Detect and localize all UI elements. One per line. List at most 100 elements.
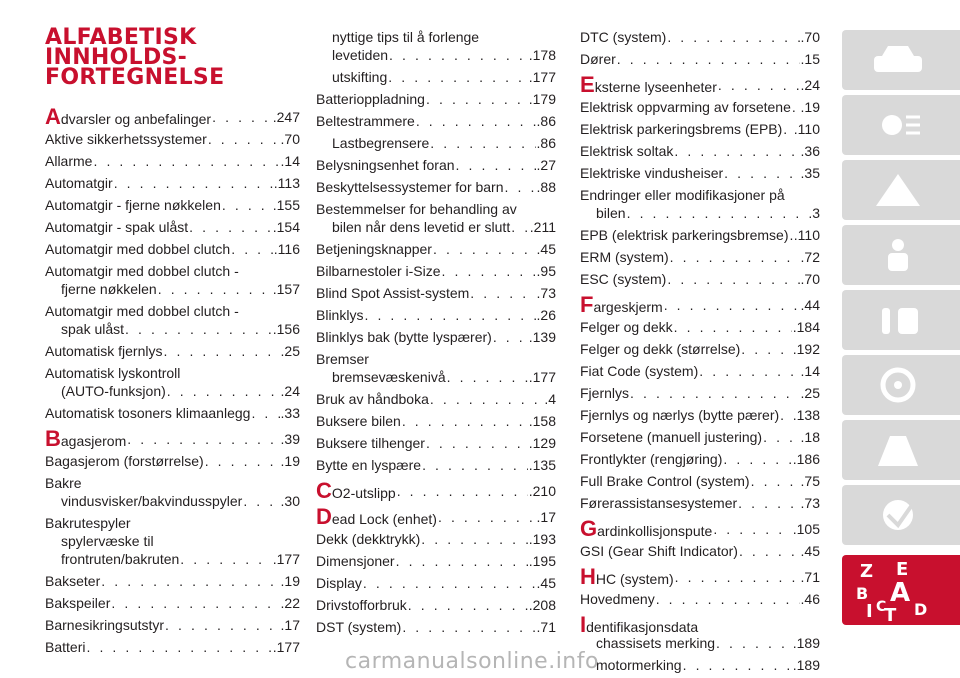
index-entry[interactable]: Automatisk tosoners klimaanlegg .33 bbox=[45, 404, 300, 422]
index-entry[interactable]: Elektrisk parkeringsbrems (EPB) .110 bbox=[580, 120, 820, 138]
index-entry[interactable]: Automatgir med dobbel clutch - bbox=[45, 262, 239, 280]
index-entry[interactable]: Beltestrammere .86 bbox=[316, 112, 556, 130]
index-entry[interactable]: Blind Spot Assist-system .73 bbox=[316, 284, 556, 302]
index-entry[interactable]: motormerking .189 bbox=[596, 656, 820, 674]
index-entry[interactable]: utskifting .177 bbox=[332, 68, 556, 86]
tab-lights-icon[interactable] bbox=[842, 95, 960, 155]
index-entry[interactable]: spak ulåst .156 bbox=[61, 320, 300, 338]
index-entry[interactable]: Automatgir med dobbel clutch - bbox=[45, 302, 239, 320]
index-entry[interactable]: Display .45 bbox=[316, 574, 556, 592]
index-entry[interactable]: Beskyttelsessystemer for barn .88 bbox=[316, 178, 556, 196]
index-entry[interactable]: GSI (Gear Shift Indicator) .45 bbox=[580, 542, 820, 560]
index-entry[interactable]: DST (system) .71 bbox=[316, 618, 556, 636]
page-number: .211 bbox=[529, 219, 556, 235]
index-entry[interactable]: Automatgir med dobbel clutch .116 bbox=[45, 240, 300, 258]
index-entry[interactable]: vindusvisker/bakvindusspyler .30 bbox=[61, 492, 300, 510]
index-entry[interactable]: levetiden .178 bbox=[332, 46, 556, 64]
page-number: .4 bbox=[544, 391, 556, 407]
index-entry[interactable]: Lastbegrensere .86 bbox=[332, 134, 556, 152]
index-entry[interactable]: Belysningsenhet foran .27 bbox=[316, 156, 556, 174]
index-entry[interactable]: Bakrutespyler bbox=[45, 514, 131, 532]
index-entry[interactable]: Elektrisk soltak .36 bbox=[580, 142, 820, 160]
index-entry[interactable]: Felger og dekk (størrelse) .192 bbox=[580, 340, 820, 358]
index-entry[interactable]: Bilbarnestoler i-Size .95 bbox=[316, 262, 556, 280]
index-entry[interactable]: Elektrisk oppvarming av forsetene .19 bbox=[580, 98, 820, 116]
index-entry[interactable]: Bakspeiler .22 bbox=[45, 594, 300, 612]
index-entry[interactable]: Batteri .177 bbox=[45, 638, 300, 656]
index-entry[interactable]: Bruk av håndboka .4 bbox=[316, 390, 556, 408]
index-entry[interactable]: DTC (system) .70 bbox=[580, 28, 820, 46]
index-entry[interactable]: nyttige tips til å forlenge bbox=[332, 28, 479, 46]
index-entry[interactable]: Betjeningsknapper .45 bbox=[316, 240, 556, 258]
index-entry[interactable]: Fargeskjerm .44 bbox=[580, 292, 820, 317]
index-entry[interactable]: Hovedmeny .46 bbox=[580, 590, 820, 608]
index-entry[interactable]: Allarme .14 bbox=[45, 152, 300, 170]
index-entry[interactable]: Bestemmelser for behandling av bbox=[316, 200, 517, 218]
index-entry[interactable]: bremsevæskenivå .177 bbox=[332, 368, 556, 386]
index-entry[interactable]: Drivstofforbruk .208 bbox=[316, 596, 556, 614]
index-entry[interactable]: Dimensjoner .195 bbox=[316, 552, 556, 570]
dot-leader bbox=[243, 492, 279, 510]
index-entry[interactable]: Fiat Code (system) .14 bbox=[580, 362, 820, 380]
index-entry[interactable]: Fjernlys og nærlys (bytte pærer) .138 bbox=[580, 406, 820, 424]
index-entry[interactable]: Dører .15 bbox=[580, 50, 820, 68]
index-entry[interactable]: Automatisk lyskontroll bbox=[45, 364, 180, 382]
index-entry[interactable]: spylervæske til bbox=[61, 532, 154, 550]
index-entry[interactable]: Felger og dekk .184 bbox=[580, 318, 820, 336]
index-entry[interactable]: frontruten/bakruten .177 bbox=[61, 550, 300, 568]
index-entry[interactable]: Bakseter .19 bbox=[45, 572, 300, 590]
index-entry[interactable]: Forsetene (manuell justering) .18 bbox=[580, 428, 820, 446]
index-entry[interactable]: Elektriske vindusheiser .35 bbox=[580, 164, 820, 182]
index-entry[interactable]: Automatisk fjernlys .25 bbox=[45, 342, 300, 360]
index-entry[interactable]: Dead Lock (enhet) .17 bbox=[316, 504, 556, 529]
index-entry[interactable]: CO2-utslipp .210 bbox=[316, 478, 556, 503]
index-entry[interactable]: Full Brake Control (system) .75 bbox=[580, 472, 820, 490]
index-entry[interactable]: Automatgir - fjerne nøkkelen .155 bbox=[45, 196, 300, 214]
index-entry[interactable]: Bakre bbox=[45, 474, 82, 492]
index-entry[interactable]: HHC (system) .71 bbox=[580, 564, 820, 589]
index-entry[interactable]: (AUTO-funksjon) .24 bbox=[61, 382, 300, 400]
index-entry[interactable]: Bagasjerom .39 bbox=[45, 426, 300, 451]
page-number: .18 bbox=[800, 429, 820, 445]
index-entry[interactable]: chassisets merking .189 bbox=[596, 634, 820, 652]
index-entry[interactable]: Bagasjerom (forstørrelse) .19 bbox=[45, 452, 300, 470]
index-entry[interactable]: Blinklys .26 bbox=[316, 306, 556, 324]
index-entry[interactable]: Buksere tilhenger .129 bbox=[316, 434, 556, 452]
index-entry[interactable]: EPB (elektrisk parkeringsbremse).110 bbox=[580, 226, 820, 244]
index-entry[interactable]: bilen .3 bbox=[596, 204, 820, 222]
index-entry[interactable]: Batterioppladning .179 bbox=[316, 90, 556, 108]
dot-leader bbox=[397, 482, 528, 502]
tab-car-icon[interactable] bbox=[842, 30, 960, 90]
index-entry[interactable]: Barnesikringsutstyr .17 bbox=[45, 616, 300, 634]
index-entry[interactable]: Identifikasjonsdata bbox=[580, 614, 698, 636]
index-entry[interactable]: Automatgir - spak ulåst .154 bbox=[45, 218, 300, 236]
index-entry[interactable]: Fjernlys .25 bbox=[580, 384, 820, 402]
index-entry[interactable]: Bytte en lyspære .135 bbox=[316, 456, 556, 474]
index-entry[interactable]: Eksterne lyseenheter .24 bbox=[580, 72, 820, 97]
index-entry[interactable]: Bremser bbox=[316, 350, 369, 368]
watermark: carmanualsonline.info bbox=[345, 649, 599, 674]
tab-wrench-icon[interactable] bbox=[842, 290, 960, 350]
index-entry[interactable]: bilen når dens levetid er slutt .211 bbox=[332, 218, 556, 236]
index-entry[interactable]: Buksere bilen .158 bbox=[316, 412, 556, 430]
tab-index-icon[interactable]: Z E B A C I T D bbox=[842, 555, 960, 625]
index-entry[interactable]: fjerne nøkkelen .157 bbox=[61, 280, 300, 298]
index-entry[interactable]: Aktive sikkerhetssystemer .70 bbox=[45, 130, 300, 148]
tab-road-icon[interactable] bbox=[842, 355, 960, 415]
index-entry[interactable]: Gardinkollisjonspute .105 bbox=[580, 516, 820, 541]
index-entry[interactable]: ESC (system) .70 bbox=[580, 270, 820, 288]
index-entry[interactable]: Advarsler og anbefalinger .247 bbox=[45, 104, 300, 129]
index-entry[interactable]: ERM (system) .72 bbox=[580, 248, 820, 266]
index-entry-label: Elektrisk soltak bbox=[580, 143, 674, 159]
tab-tire-icon[interactable] bbox=[842, 485, 960, 545]
index-entry[interactable]: Dekk (dekktrykk) .193 bbox=[316, 530, 556, 548]
index-entry-label: Lastbegrensere bbox=[332, 135, 430, 151]
index-entry[interactable]: Førerassistansesystemer .73 bbox=[580, 494, 820, 512]
tab-seatbelt-icon[interactable] bbox=[842, 225, 960, 285]
tab-warning-icon[interactable] bbox=[842, 160, 960, 220]
index-entry[interactable]: Automatgir .113 bbox=[45, 174, 300, 192]
index-entry[interactable]: Blinklys bak (bytte lyspærer) .139 bbox=[316, 328, 556, 346]
index-entry[interactable]: Endringer eller modifikasjoner på bbox=[580, 186, 785, 204]
index-entry[interactable]: Frontlykter (rengjøring) .186 bbox=[580, 450, 820, 468]
tab-steering-wheel-icon[interactable] bbox=[842, 420, 960, 480]
